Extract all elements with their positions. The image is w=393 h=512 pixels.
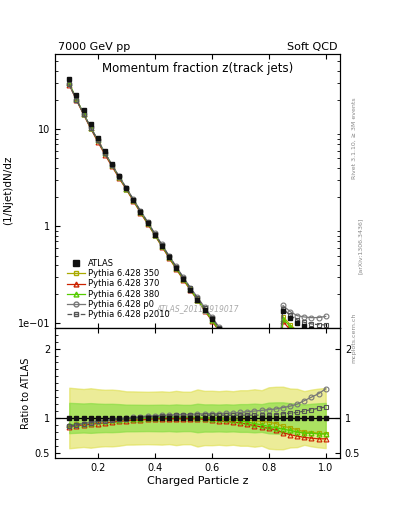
- Text: ATLAS_2011_I919017: ATLAS_2011_I919017: [156, 304, 239, 313]
- Text: Soft QCD: Soft QCD: [286, 42, 337, 52]
- Text: Rivet 3.1.10, ≥ 3M events: Rivet 3.1.10, ≥ 3M events: [352, 97, 357, 179]
- Text: [arXiv:1306.3436]: [arXiv:1306.3436]: [358, 218, 363, 274]
- X-axis label: Charged Particle z: Charged Particle z: [147, 476, 248, 486]
- Text: mcplots.cern.ch: mcplots.cern.ch: [352, 313, 357, 363]
- Y-axis label: (1/Njet)dN/dz: (1/Njet)dN/dz: [4, 156, 13, 225]
- Legend: ATLAS, Pythia 6.428 350, Pythia 6.428 370, Pythia 6.428 380, Pythia 6.428 p0, Py: ATLAS, Pythia 6.428 350, Pythia 6.428 37…: [65, 257, 172, 321]
- Y-axis label: Ratio to ATLAS: Ratio to ATLAS: [20, 357, 31, 429]
- Text: Momentum fraction z(track jets): Momentum fraction z(track jets): [102, 62, 293, 75]
- Text: 7000 GeV pp: 7000 GeV pp: [58, 42, 130, 52]
